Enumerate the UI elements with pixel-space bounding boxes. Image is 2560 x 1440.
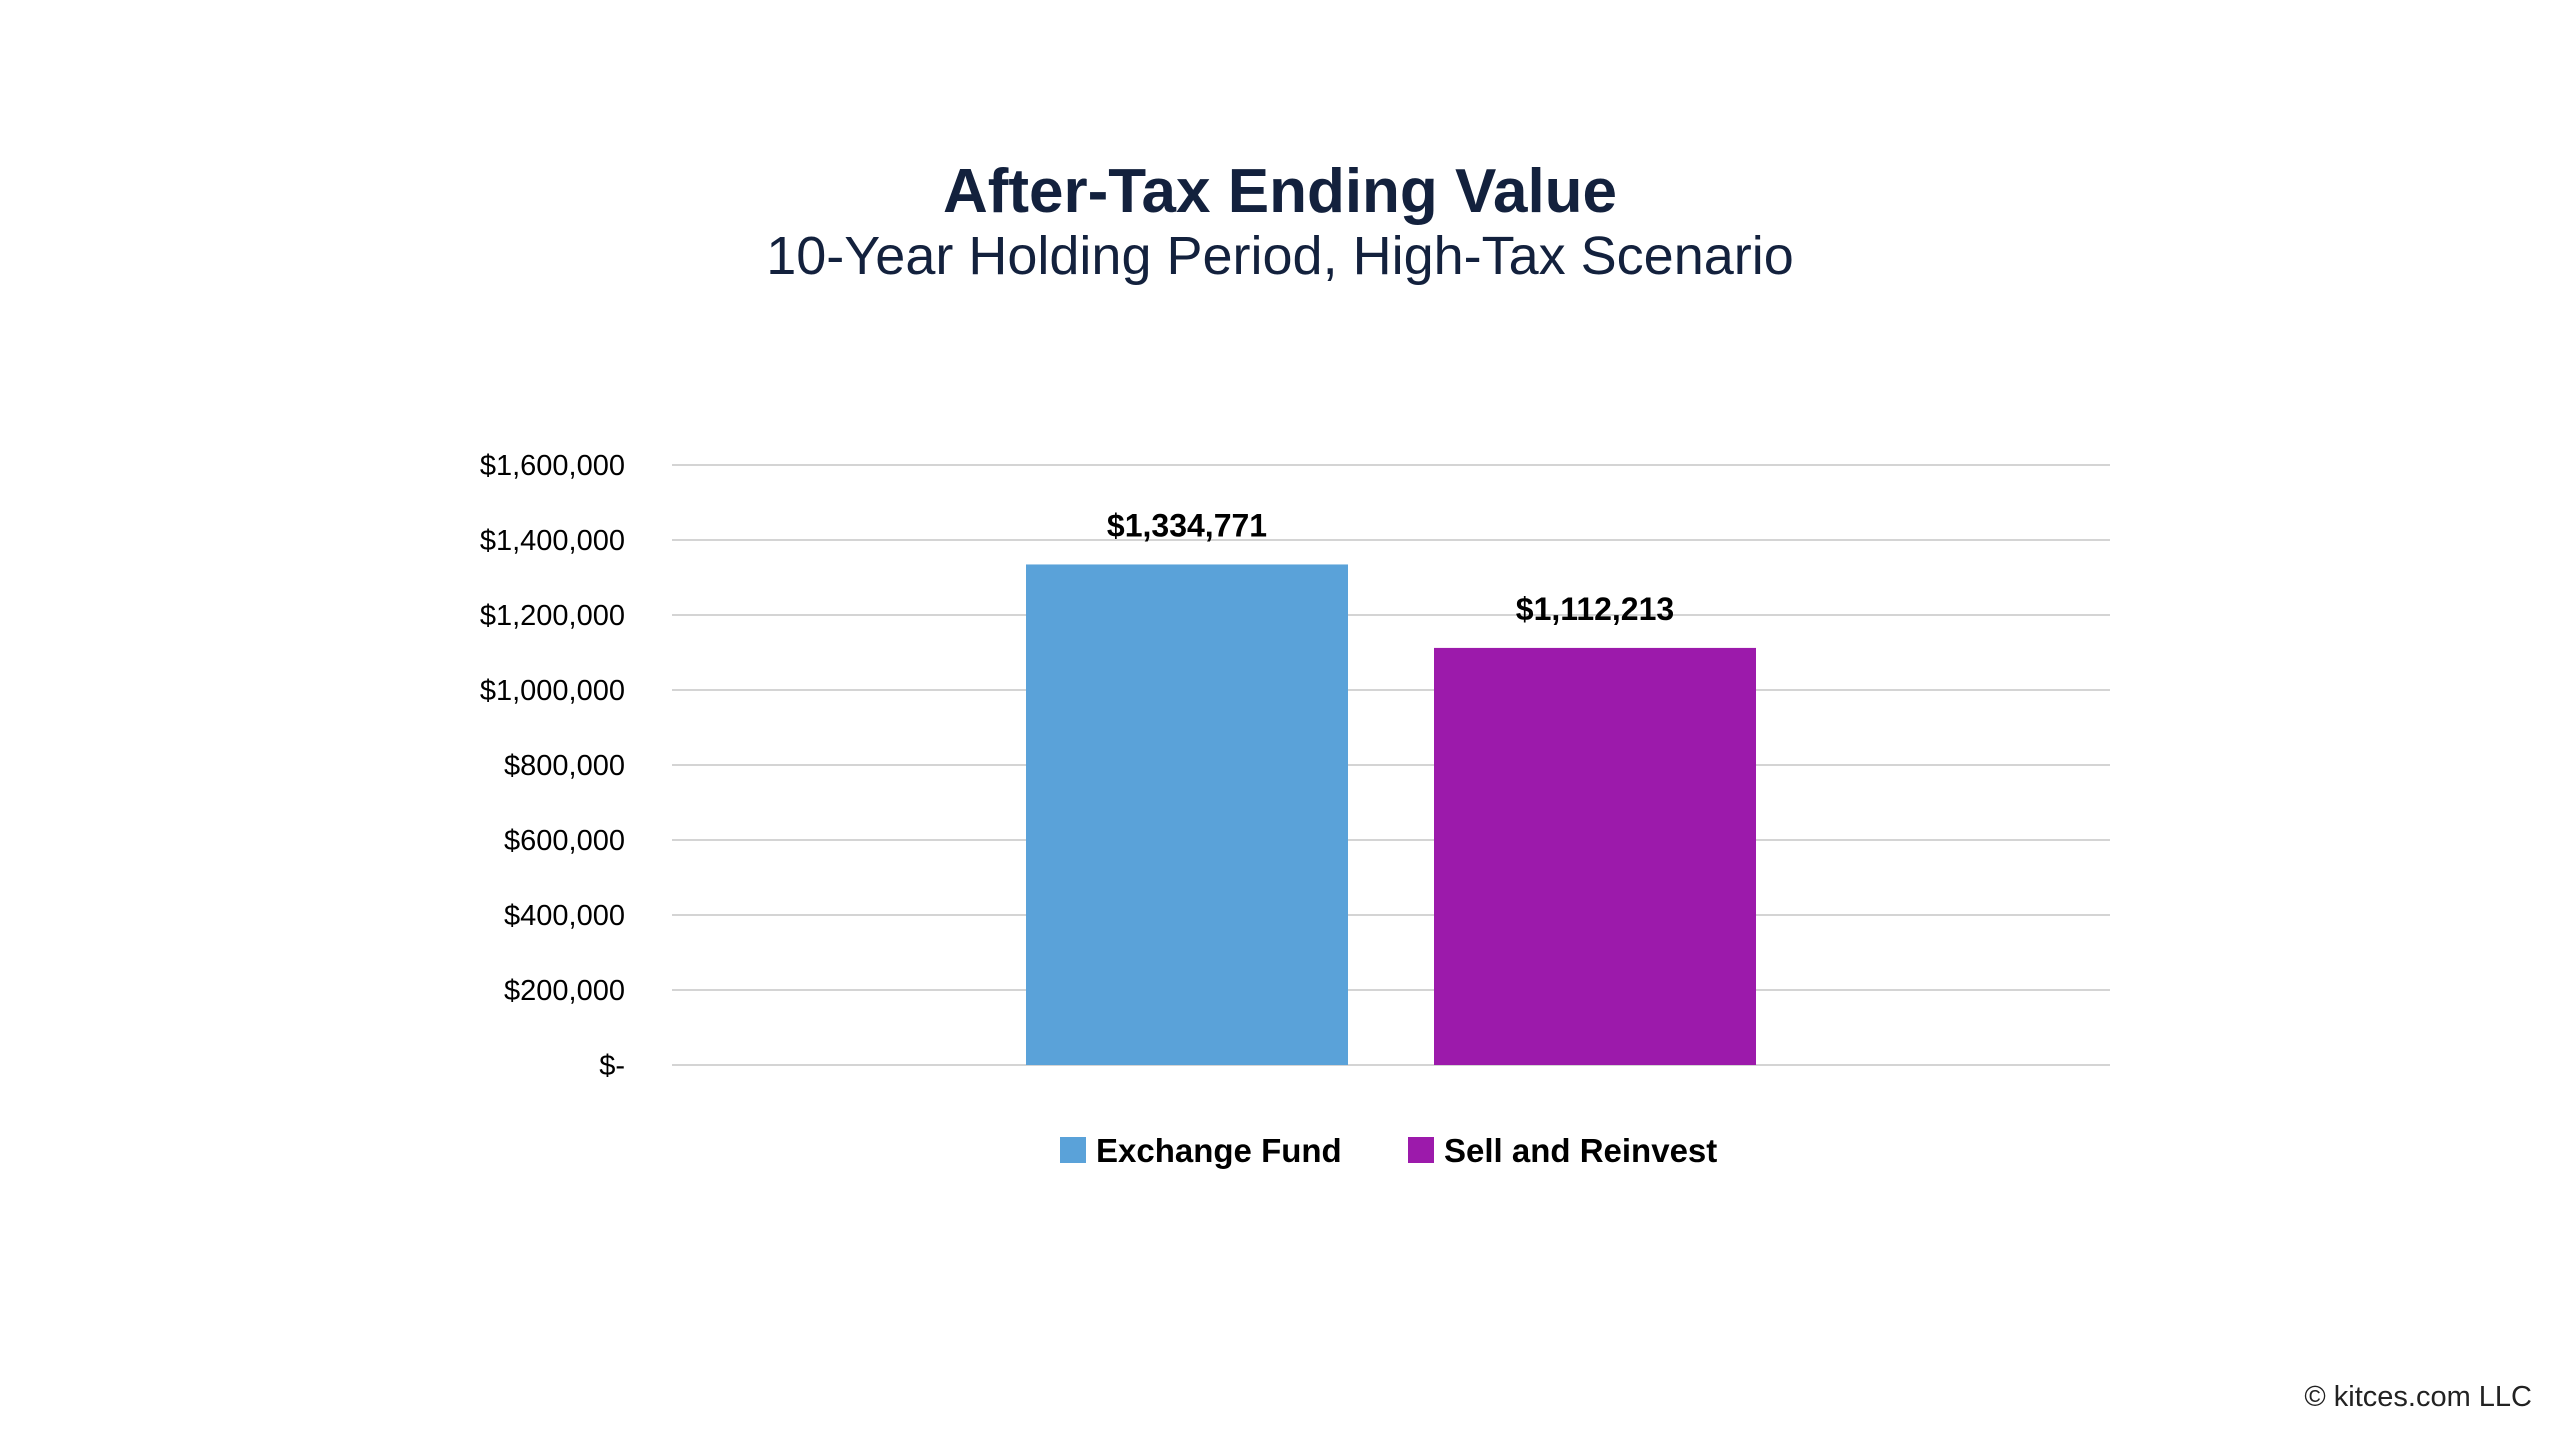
y-tick-label: $- xyxy=(599,1050,625,1082)
data-labels: $1,334,771 $1,112,213 xyxy=(1107,507,1674,626)
legend: Exchange Fund Sell and Reinvest xyxy=(1060,1132,1717,1169)
bar xyxy=(1026,564,1348,1065)
chart-title: After-Tax Ending Value xyxy=(943,157,1617,226)
legend-label: Sell and Reinvest xyxy=(1444,1132,1717,1169)
legend-swatch xyxy=(1060,1137,1086,1163)
gridlines xyxy=(672,464,2110,1066)
copyright-text: © kitces.com LLC xyxy=(2304,1381,2532,1413)
legend-label: Exchange Fund xyxy=(1096,1132,1342,1169)
y-tick-label: $1,200,000 xyxy=(480,600,625,632)
y-tick-label: $800,000 xyxy=(504,750,625,782)
y-tick-label: $1,400,000 xyxy=(480,525,625,557)
y-tick-label: $1,000,000 xyxy=(480,675,625,707)
bars xyxy=(1026,564,1756,1065)
legend-swatch xyxy=(1408,1137,1434,1163)
y-tick-label: $1,600,000 xyxy=(480,450,625,482)
data-label: $1,334,771 xyxy=(1107,507,1267,543)
y-tick-label: $600,000 xyxy=(504,825,625,857)
y-axis-ticks: $- $200,000 $400,000 $600,000 $800,000 $1,000… xyxy=(480,450,625,1082)
chart-subtitle: 10-Year Holding Period, High-Tax Scenari… xyxy=(766,226,1794,286)
data-label: $1,112,213 xyxy=(1516,591,1674,627)
y-tick-label: $400,000 xyxy=(504,900,625,932)
bar xyxy=(1434,647,1756,1065)
y-tick-label: $200,000 xyxy=(504,975,625,1007)
